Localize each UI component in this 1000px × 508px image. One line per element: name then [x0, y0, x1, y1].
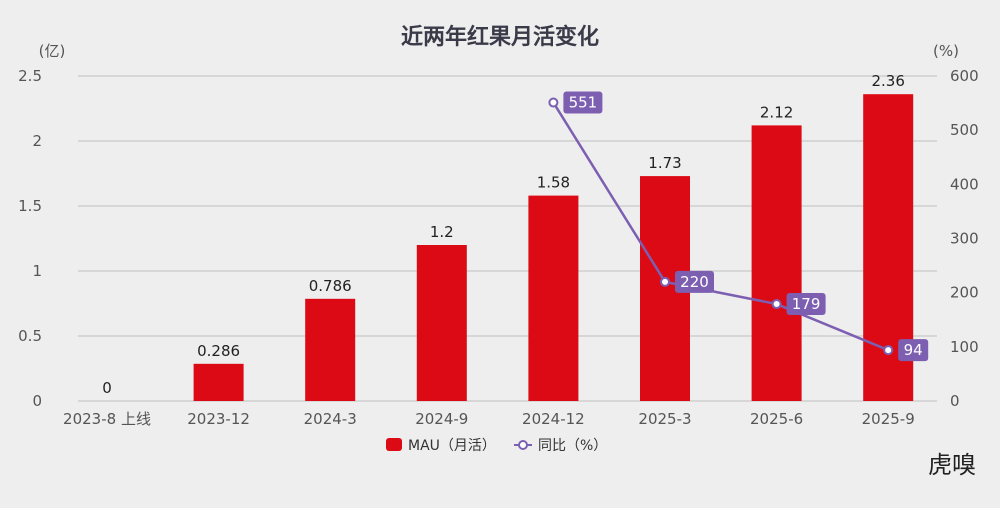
chart-title: 近两年红果月活变化	[401, 24, 599, 50]
legend-label-mau: MAU（月活）	[408, 438, 496, 454]
x-tick-label: 2024-12	[522, 410, 585, 428]
yoy-marker	[883, 345, 894, 356]
right-tick-label: 0	[950, 392, 960, 410]
bar-data-label: 1.73	[648, 154, 681, 172]
bar-data-label: 2.36	[871, 72, 904, 90]
x-tick-label: 2024-3	[304, 410, 357, 428]
yoy-marker	[771, 299, 782, 310]
right-axis-unit: (%)	[933, 42, 959, 60]
bar-data-label: 0.786	[309, 277, 352, 295]
yoy-label-box	[786, 293, 826, 316]
right-tick-label: 600	[950, 67, 979, 85]
left-tick-label: 2	[32, 132, 42, 150]
bar-data-label: 0.286	[197, 342, 240, 360]
right-tick-label: 500	[950, 121, 979, 139]
x-tick-label: 2025-6	[750, 410, 803, 428]
bar-data-label: 0	[102, 379, 112, 397]
right-tick-label: 200	[950, 284, 979, 302]
bar-data-label: 2.12	[760, 103, 793, 121]
yoy-label-box	[563, 91, 603, 114]
bar-data-label: 1.2	[430, 223, 454, 241]
bar	[305, 298, 356, 401]
legend: MAU（月活） 同比（%）	[386, 438, 607, 454]
yoy-data-label: 551	[569, 94, 598, 112]
x-tick-label: 2024-9	[415, 410, 468, 428]
watermark-logo: 虎嗅	[928, 451, 976, 479]
x-tick-label: 2023-8 上线	[63, 410, 151, 428]
x-tick-label: 2025-9	[862, 410, 915, 428]
left-tick-label: 0	[32, 392, 42, 410]
x-tick-label: 2025-3	[638, 410, 691, 428]
right-tick-label: 300	[950, 230, 979, 248]
left-axis-unit: (亿)	[39, 42, 66, 60]
yoy-data-label: 179	[792, 295, 821, 313]
yoy-line	[552, 101, 889, 352]
bar	[751, 125, 802, 402]
legend-swatch-yoy-marker	[518, 440, 528, 450]
left-tick-label: 1.5	[18, 197, 42, 215]
left-tick-label: 2.5	[18, 67, 42, 85]
bar	[193, 363, 244, 401]
yoy-label-box	[675, 270, 714, 293]
bar-data-label: 1.58	[537, 174, 570, 192]
bar	[528, 195, 579, 401]
bar	[416, 245, 467, 401]
left-tick-label: 1	[32, 262, 42, 280]
x-tick-label: 2023-12	[187, 410, 250, 428]
yoy-marker	[548, 97, 559, 108]
left-tick-label: 0.5	[18, 327, 42, 345]
right-tick-label: 100	[950, 338, 979, 356]
yoy-marker	[660, 276, 670, 287]
legend-label-yoy: 同比（%）	[538, 438, 607, 454]
legend-swatch-mau	[386, 438, 402, 451]
right-tick-label: 400	[950, 175, 979, 193]
yoy-data-label: 94	[904, 341, 923, 359]
yoy-data-label: 220	[680, 273, 709, 291]
yoy-label-box	[898, 339, 929, 362]
